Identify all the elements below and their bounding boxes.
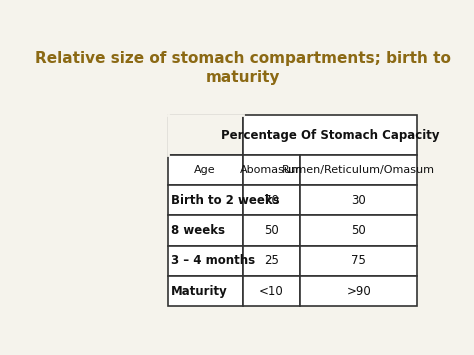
Text: >90: >90 [346,285,371,298]
Bar [300,276,418,306]
Bar [243,246,300,276]
Bar [243,276,300,306]
Text: 50: 50 [264,224,279,237]
Bar [300,215,418,246]
Text: <10: <10 [259,285,283,298]
Bar [243,215,300,246]
Bar [243,185,300,215]
Text: 3 – 4 months: 3 – 4 months [171,254,255,267]
Bar [300,246,418,276]
Bar [243,115,418,155]
Text: Abomasum: Abomasum [240,165,303,175]
Bar [168,276,243,306]
Text: Maturity: Maturity [171,285,228,298]
Bar [243,155,300,185]
Text: Percentage Of Stomach Capacity: Percentage Of Stomach Capacity [221,129,439,142]
Text: Rumen/Reticulum/Omasum: Rumen/Reticulum/Omasum [282,165,435,175]
Bar [168,246,243,276]
Bar [168,115,243,155]
Bar [300,185,418,215]
Text: Relative size of stomach compartments; birth to
maturity: Relative size of stomach compartments; b… [35,51,451,85]
Bar [168,185,243,215]
Text: 30: 30 [351,193,366,207]
Text: Age: Age [194,165,216,175]
Bar [168,215,243,246]
Text: 70: 70 [264,193,279,207]
Bar [168,155,243,185]
Text: Birth to 2 weeks: Birth to 2 weeks [171,193,280,207]
Text: 75: 75 [351,254,366,267]
Text: 25: 25 [264,254,279,267]
Text: 8 weeks: 8 weeks [171,224,225,237]
Text: 50: 50 [351,224,366,237]
Bar [300,155,418,185]
